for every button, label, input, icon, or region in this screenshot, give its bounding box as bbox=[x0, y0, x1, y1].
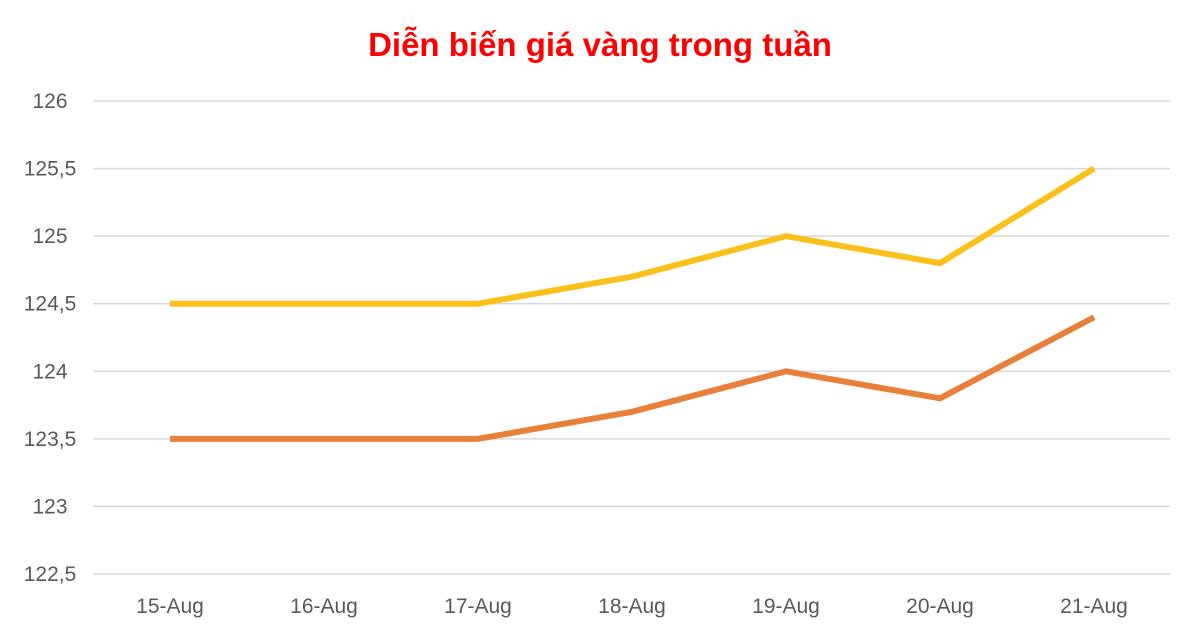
x-tick-label: 16-Aug bbox=[290, 595, 358, 618]
x-tick-label: 15-Aug bbox=[136, 595, 204, 618]
x-tick-label: 21-Aug bbox=[1060, 595, 1128, 618]
y-tick-label: 124 bbox=[32, 360, 67, 383]
y-tick-label: 125 bbox=[32, 225, 67, 248]
x-tick-label: 20-Aug bbox=[906, 595, 974, 618]
x-tick-label: 19-Aug bbox=[752, 595, 820, 618]
gridlines bbox=[93, 100, 1170, 575]
x-axis: 15-Aug 16-Aug 17-Aug 18-Aug 19-Aug 20-Aug 21-A… bbox=[136, 595, 1128, 618]
y-tick-label: 122,5 bbox=[24, 563, 77, 586]
y-axis: 122,5 123 123,5 124 124,5 125 125,5 126 bbox=[24, 90, 77, 586]
y-tick-label: 123 bbox=[32, 495, 67, 518]
y-tick-label: 123,5 bbox=[24, 428, 77, 451]
y-tick-label: 125,5 bbox=[24, 158, 77, 181]
x-tick-label: 17-Aug bbox=[444, 595, 512, 618]
series-line-2 bbox=[170, 314, 1096, 442]
y-tick-label: 124,5 bbox=[24, 293, 77, 316]
chart-title: Diễn biến giá vàng trong tuần bbox=[368, 26, 832, 63]
plot-area bbox=[169, 166, 1096, 442]
x-tick-label: 18-Aug bbox=[598, 595, 666, 618]
y-tick-label: 126 bbox=[32, 90, 67, 113]
